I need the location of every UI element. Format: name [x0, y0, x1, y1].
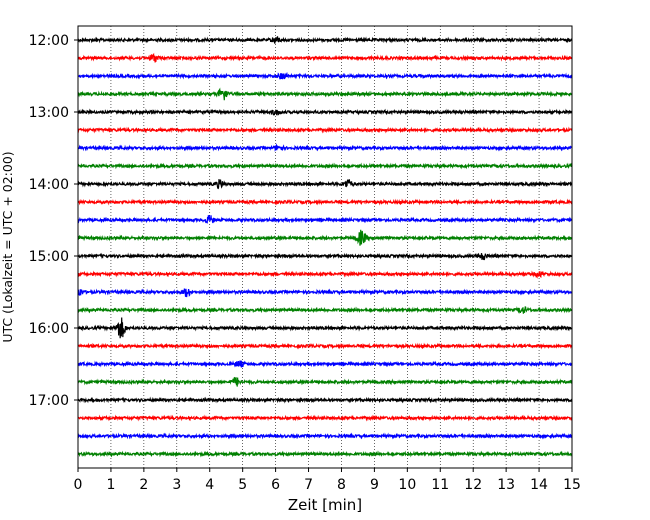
seismic-trace — [77, 342, 573, 350]
x-tick-label: 5 — [238, 477, 247, 493]
y-axis-label: UTC (Lokalzeit = UTC + 02:00) — [0, 151, 15, 342]
x-tick-label: 7 — [304, 477, 313, 493]
seismic-trace — [77, 450, 573, 458]
seismic-trace — [77, 143, 573, 152]
seismic-trace — [77, 432, 573, 440]
seismic-trace — [77, 414, 573, 422]
seismic-trace — [77, 52, 573, 63]
seismic-trace — [77, 306, 573, 314]
x-tick-label: 14 — [530, 477, 548, 493]
y-tick-label: 14:00 — [29, 177, 69, 193]
seismic-trace — [77, 36, 573, 44]
plot-frame — [77, 25, 573, 469]
traces — [77, 36, 573, 458]
y-tick-label: 16:00 — [29, 321, 69, 337]
y-tick-label: 13:00 — [29, 105, 69, 121]
x-axis: 0 1 2 3 4 5 6 7 8 9 10 11 12 13 14 15 — [74, 468, 581, 493]
seismic-trace — [77, 360, 573, 368]
x-tick-label: 1 — [106, 477, 115, 493]
seismic-trace — [77, 198, 573, 206]
seismic-trace — [77, 288, 573, 298]
seismic-trace — [77, 179, 573, 190]
x-tick-label: 15 — [563, 477, 581, 493]
seismic-trace — [77, 72, 573, 80]
seismic-trace — [77, 396, 573, 404]
y-tick-label: 17:00 — [29, 393, 69, 409]
x-tick-label: 0 — [74, 477, 83, 493]
seismic-trace — [77, 87, 573, 101]
y-axis: 12:00 13:00 14:00 15:00 16:00 17:00 — [29, 33, 78, 409]
x-tick-label: 6 — [271, 477, 280, 493]
seismic-trace — [77, 252, 573, 261]
seismic-trace — [77, 376, 573, 387]
y-tick-label: 15:00 — [29, 249, 69, 265]
seismic-trace — [77, 108, 573, 116]
y-tick-label: 12:00 — [29, 33, 69, 49]
seismic-trace — [77, 270, 573, 279]
seismic-trace — [77, 317, 573, 339]
x-tick-label: 4 — [205, 477, 214, 493]
x-tick-label: 3 — [172, 477, 181, 493]
x-tick-label: 13 — [497, 477, 515, 493]
x-axis-label: Zeit [min] — [288, 496, 362, 514]
seismic-trace — [77, 229, 573, 246]
x-tick-label: 9 — [370, 477, 379, 493]
seismic-trace — [77, 162, 573, 170]
x-tick-label: 8 — [337, 477, 346, 493]
x-tick-label: 10 — [398, 477, 416, 493]
x-tick-label: 11 — [431, 477, 449, 493]
seismic-trace — [77, 126, 573, 134]
x-tick-label: 12 — [464, 477, 482, 493]
seismic-trace — [77, 215, 573, 224]
x-tick-label: 2 — [139, 477, 148, 493]
